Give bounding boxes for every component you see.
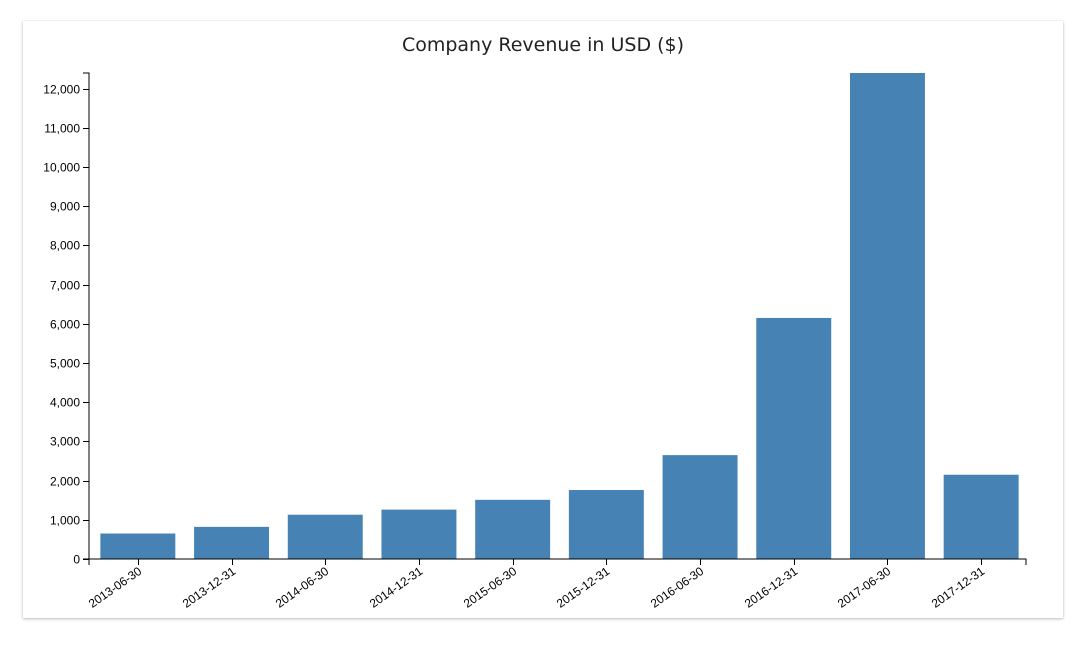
y-tick-label: 1,000 [50,514,80,528]
x-tick-label: 2016-12-31 [742,564,801,611]
bar-2013-06-30 [100,533,176,559]
y-tick-label: 9,000 [50,200,80,214]
bar-chart: 0 1,000 2,000 3,000 4,000 5,000 6,000 7,000 8,00… [43,72,1027,611]
bars-group [100,73,1019,559]
bar-2014-06-30 [287,514,363,559]
chart-title: Company Revenue in USD ($) [401,34,685,56]
x-tick-label: 2015-06-30 [461,564,520,611]
y-tick-label: 5,000 [50,357,80,371]
y-tick-label: 4,000 [50,396,80,410]
bar-2016-12-31 [756,317,832,559]
x-tick-label: 2015-12-31 [554,564,613,611]
x-tick-label: 2016-06-30 [648,564,707,611]
y-tick-label: 3,000 [50,435,80,449]
y-tick-label: 10,000 [43,161,80,175]
x-axis-line [88,558,1027,565]
y-tick-label: 7,000 [50,279,80,293]
x-tick-label: 2013-06-30 [86,564,145,611]
x-tick-label: 2017-06-30 [835,564,894,611]
y-axis-line [83,72,90,560]
bar-2016-06-30 [662,455,738,559]
x-axis: 2013-06-30 2013-12-31 2014-06-30 2014-12-31… [86,558,1027,611]
y-tick-label: 8,000 [50,239,80,253]
bar-2014-12-31 [381,509,457,559]
x-tick-label: 2014-12-31 [367,564,426,611]
bar-2015-06-30 [475,499,551,559]
x-tick-label: 2013-12-31 [180,564,239,611]
bar-2015-12-31 [568,490,644,559]
bar-2017-12-31 [943,474,1019,559]
bar-2017-06-30 [849,73,925,559]
y-tick-label: 2,000 [50,475,80,489]
y-axis: 0 1,000 2,000 3,000 4,000 5,000 6,000 7,000 8,00… [43,72,90,567]
chart-card: Company Revenue in USD ($) 0 1,000 2,000 3,… [23,21,1063,618]
y-tick-label: 11,000 [44,122,80,136]
x-tick-label: 2014-06-30 [273,564,332,611]
y-tick-label: 12,000 [43,83,80,97]
y-tick-label: 0 [73,553,80,567]
bar-2013-12-31 [194,526,270,559]
y-tick-label: 6,000 [50,318,80,332]
x-tick-label: 2017-12-31 [929,564,988,611]
